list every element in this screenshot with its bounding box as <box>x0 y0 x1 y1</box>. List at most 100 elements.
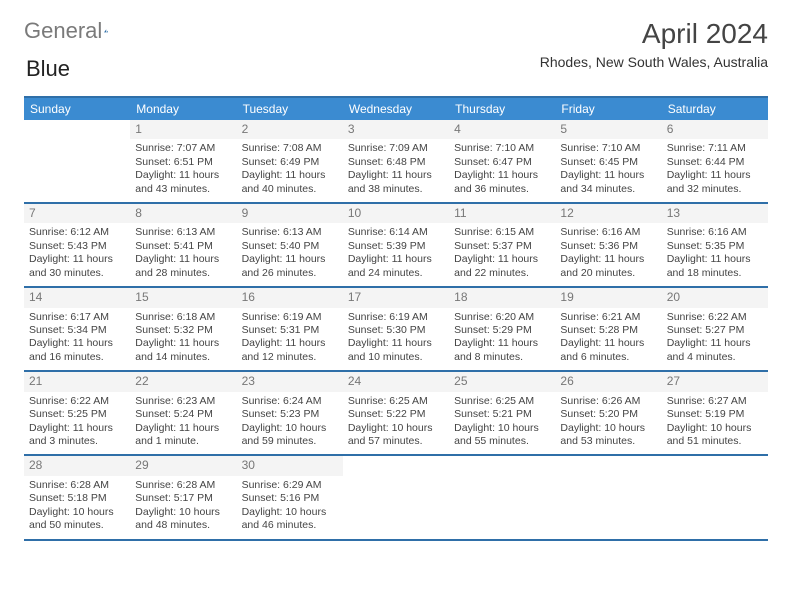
day-number: 28 <box>24 456 130 475</box>
week-row: 21Sunrise: 6:22 AMSunset: 5:25 PMDayligh… <box>24 372 768 456</box>
sunrise-text: Sunrise: 6:28 AM <box>135 479 231 492</box>
sunrise-text: Sunrise: 6:28 AM <box>29 479 125 492</box>
day-number: 8 <box>130 204 236 223</box>
daylight-text: Daylight: 10 hours and 57 minutes. <box>348 422 444 449</box>
day-cell: 16Sunrise: 6:19 AMSunset: 5:31 PMDayligh… <box>237 288 343 370</box>
dow-tue: Tuesday <box>237 98 343 120</box>
sunset-text: Sunset: 5:30 PM <box>348 324 444 337</box>
daylight-text: Daylight: 11 hours and 6 minutes. <box>560 337 656 364</box>
sunrise-text: Sunrise: 6:16 AM <box>667 226 763 239</box>
sunrise-text: Sunrise: 6:26 AM <box>560 395 656 408</box>
day-cell: 30Sunrise: 6:29 AMSunset: 5:16 PMDayligh… <box>237 456 343 538</box>
sunrise-text: Sunrise: 6:24 AM <box>242 395 338 408</box>
day-number: 9 <box>237 204 343 223</box>
day-number: 17 <box>343 288 449 307</box>
day-number: 1 <box>130 120 236 139</box>
sunset-text: Sunset: 5:19 PM <box>667 408 763 421</box>
sunset-text: Sunset: 5:28 PM <box>560 324 656 337</box>
sunset-text: Sunset: 5:22 PM <box>348 408 444 421</box>
daylight-text: Daylight: 11 hours and 4 minutes. <box>667 337 763 364</box>
daylight-text: Daylight: 11 hours and 8 minutes. <box>454 337 550 364</box>
day-cell: 25 Sunrise: 6:25 AMSunset: 5:21 PMDayligh… <box>449 372 555 454</box>
sunset-text: Sunset: 5:41 PM <box>135 240 231 253</box>
day-cell: 17Sunrise: 6:19 AMSunset: 5:30 PMDayligh… <box>343 288 449 370</box>
sunrise-text: Sunrise: 6:13 AM <box>242 226 338 239</box>
daylight-text: Daylight: 10 hours and 59 minutes. <box>242 422 338 449</box>
dow-mon: Monday <box>130 98 236 120</box>
day-number: 30 <box>237 456 343 475</box>
sunrise-text: Sunrise: 6:29 AM <box>242 479 338 492</box>
daylight-text: Daylight: 11 hours and 18 minutes. <box>667 253 763 280</box>
daylight-text: Daylight: 10 hours and 50 minutes. <box>29 506 125 533</box>
sunrise-text: Sunrise: 6:14 AM <box>348 226 444 239</box>
sunrise-text: Sunrise: 6:16 AM <box>560 226 656 239</box>
day-cell: 28 Sunrise: 6:28 AMSunset: 5:18 PMDayligh… <box>24 456 130 538</box>
sunrise-text: Sunrise: 7:10 AM <box>560 142 656 155</box>
day-number: 15 <box>130 288 236 307</box>
day-number: 23 <box>237 372 343 391</box>
daylight-text: Daylight: 11 hours and 1 minute. <box>135 422 231 449</box>
brand-text-2: Blue <box>26 56 70 81</box>
daylight-text: Daylight: 10 hours and 53 minutes. <box>560 422 656 449</box>
day-cell: 19Sunrise: 6:21 AMSunset: 5:28 PMDayligh… <box>555 288 661 370</box>
daylight-text: Daylight: 10 hours and 55 minutes. <box>454 422 550 449</box>
sunset-text: Sunset: 5:18 PM <box>29 492 125 505</box>
day-number: 16 <box>237 288 343 307</box>
day-cell: 22Sunrise: 6:23 AMSunset: 5:24 PMDayligh… <box>130 372 236 454</box>
daylight-text: Daylight: 11 hours and 16 minutes. <box>29 337 125 364</box>
daylight-text: Daylight: 11 hours and 3 minutes. <box>29 422 125 449</box>
day-number: 29 <box>130 456 236 475</box>
week-row: 28Sunrise: 6:28 AMSunset: 5:18 PMDayligh… <box>24 456 768 540</box>
day-number <box>449 456 555 475</box>
daylight-text: Daylight: 11 hours and 32 minutes. <box>667 169 763 196</box>
sunrise-text: Sunrise: 6:18 AM <box>135 311 231 324</box>
daylight-text: Daylight: 11 hours and 12 minutes. <box>242 337 338 364</box>
day-number: 26 <box>555 372 661 391</box>
sunset-text: Sunset: 5:20 PM <box>560 408 656 421</box>
sunset-text: Sunset: 5:23 PM <box>242 408 338 421</box>
sunrise-text: Sunrise: 7:08 AM <box>242 142 338 155</box>
sunrise-text: Sunrise: 6:12 AM <box>29 226 125 239</box>
day-number: 20 <box>662 288 768 307</box>
sunset-text: Sunset: 5:40 PM <box>242 240 338 253</box>
dow-sat: Saturday <box>662 98 768 120</box>
sunset-text: Sunset: 6:47 PM <box>454 156 550 169</box>
daylight-text: Daylight: 11 hours and 34 minutes. <box>560 169 656 196</box>
dow-wed: Wednesday <box>343 98 449 120</box>
day-cell: 7Sunrise: 6:12 AMSunset: 5:43 PMDaylight… <box>24 204 130 286</box>
day-number: 22 <box>130 372 236 391</box>
sunrise-text: Sunrise: 7:07 AM <box>135 142 231 155</box>
day-cell <box>343 456 449 538</box>
day-cell: 11Sunrise: 6:15 AMSunset: 5:37 PMDayligh… <box>449 204 555 286</box>
sunset-text: Sunset: 5:21 PM <box>454 408 550 421</box>
day-number: 5 <box>555 120 661 139</box>
day-number: 12 <box>555 204 661 223</box>
day-cell: 10Sunrise: 6:14 AMSunset: 5:39 PMDayligh… <box>343 204 449 286</box>
page-title: April 2024 <box>540 18 768 50</box>
day-cell: 20Sunrise: 6:22 AMSunset: 5:27 PMDayligh… <box>662 288 768 370</box>
dow-header: Sunday Monday Tuesday Wednesday Thursday… <box>24 98 768 120</box>
sunset-text: Sunset: 5:34 PM <box>29 324 125 337</box>
day-number: 25 <box>449 372 555 391</box>
sunset-text: Sunset: 6:51 PM <box>135 156 231 169</box>
week-row: 14Sunrise: 6:17 AMSunset: 5:34 PMDayligh… <box>24 288 768 372</box>
day-number: 18 <box>449 288 555 307</box>
day-cell: 3Sunrise: 7:09 AMSunset: 6:48 PMDaylight… <box>343 120 449 202</box>
day-number: 3 <box>343 120 449 139</box>
sunrise-text: Sunrise: 6:25 AM <box>348 395 444 408</box>
sunrise-text: Sunrise: 6:15 AM <box>454 226 550 239</box>
daylight-text: Daylight: 10 hours and 46 minutes. <box>242 506 338 533</box>
sunrise-text: Sunrise: 6:21 AM <box>560 311 656 324</box>
sunrise-text: Sunrise: 6:25 AM <box>454 395 550 408</box>
sunset-text: Sunset: 6:49 PM <box>242 156 338 169</box>
dow-thu: Thursday <box>449 98 555 120</box>
sunrise-text: Sunrise: 6:23 AM <box>135 395 231 408</box>
brand-text-1: General <box>24 18 102 44</box>
day-cell: 23 Sunrise: 6:24 AMSunset: 5:23 PMDayligh… <box>237 372 343 454</box>
sunset-text: Sunset: 5:27 PM <box>667 324 763 337</box>
day-number: 24 <box>343 372 449 391</box>
day-cell: 15Sunrise: 6:18 AMSunset: 5:32 PMDayligh… <box>130 288 236 370</box>
sunrise-text: Sunrise: 6:19 AM <box>348 311 444 324</box>
day-cell: 9Sunrise: 6:13 AMSunset: 5:40 PMDaylight… <box>237 204 343 286</box>
day-number: 14 <box>24 288 130 307</box>
